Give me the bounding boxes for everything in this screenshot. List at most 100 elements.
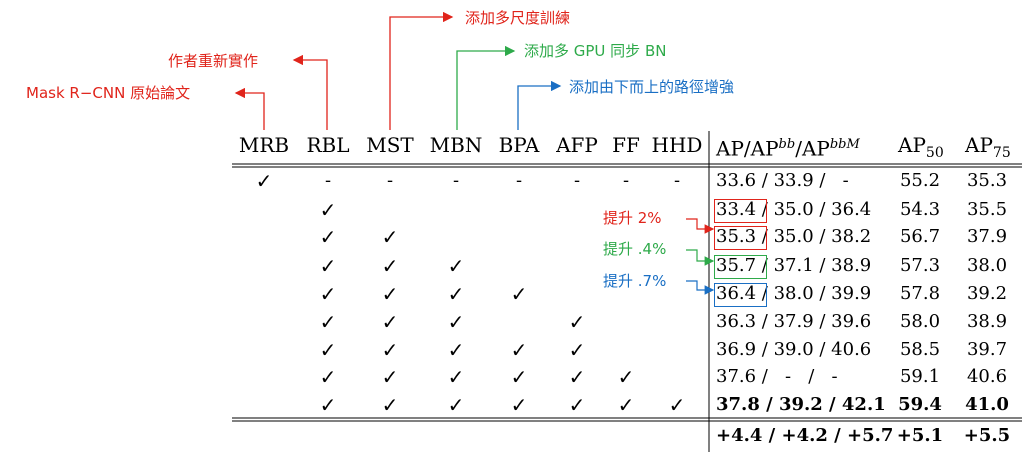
- ap75-cell: 39.2: [966, 283, 1008, 304]
- highlight-box-blue: [714, 283, 767, 307]
- ap75-cell: 35.3: [966, 170, 1008, 191]
- check-mark: ✓: [447, 393, 465, 417]
- ap50-cell: 54.3: [899, 199, 941, 220]
- check-mark: ✓: [447, 254, 465, 278]
- ap-cell: 33.6 / 33.9 / -: [716, 170, 886, 192]
- check-mark: ✓: [381, 393, 399, 417]
- check-mark: ✓: [447, 310, 465, 334]
- ap-cell: 35.7 / 37.1 / 38.9: [716, 255, 886, 277]
- ap-bb-values: / 33.9 / -: [756, 170, 849, 191]
- header-mst: MST: [366, 133, 414, 157]
- header-ff: FF: [612, 133, 640, 157]
- ap50-cell: 59.1: [899, 366, 941, 387]
- check-mark: ✓: [510, 282, 528, 306]
- header-rbl: RBL: [306, 133, 350, 157]
- gain-label-red: 提升 2%: [603, 209, 662, 227]
- mst-annotation: 添加多尺度訓練: [465, 9, 571, 27]
- dash-cell: -: [324, 170, 332, 191]
- header-ap75: AP75: [965, 133, 1011, 161]
- ap-value: 33.6: [716, 170, 757, 191]
- check-mark: ✓: [568, 365, 586, 389]
- ap-value: 33.4: [716, 199, 757, 220]
- ap-cell: 36.3 / 37.9 / 39.6: [716, 311, 886, 333]
- ap-value: 36.3: [716, 311, 757, 332]
- ap-cell: 36.4 / 38.0 / 39.9: [716, 283, 886, 305]
- ap-bb-values: / 39.0 / 40.6: [756, 339, 872, 360]
- ap-value: 37.8: [716, 394, 760, 415]
- ap50-cell: 57.8: [899, 283, 941, 304]
- check-mark: ✓: [319, 198, 337, 222]
- check-mark: ✓: [617, 393, 635, 417]
- header-ap50: AP50: [898, 133, 944, 161]
- header-ap: AP/APbb/APbbM: [716, 136, 860, 161]
- ap75-cell: 37.9: [966, 226, 1008, 247]
- ap50-cell: 56.7: [899, 226, 941, 247]
- check-mark: ✓: [381, 310, 399, 334]
- ap-value: 37.6: [716, 366, 757, 387]
- ap50-cell: 55.2: [899, 170, 941, 191]
- ap-cell: 37.6 / - / -: [716, 366, 886, 388]
- gain-label-blue: 提升 .7%: [603, 272, 667, 290]
- ap-value: 36.9: [716, 339, 757, 360]
- check-mark: ✓: [319, 365, 337, 389]
- header-hhd: HHD: [651, 133, 703, 157]
- ap-bb-values: / 37.9 / 39.6: [756, 311, 872, 332]
- check-mark: ✓: [319, 225, 337, 249]
- ap50-cell: 58.5: [899, 339, 941, 360]
- check-mark: ✓: [568, 338, 586, 362]
- check-mark: ✓: [319, 254, 337, 278]
- mrb-annotation: Mask R−CNN 原始論文: [26, 84, 191, 102]
- ap-cell: 37.8 / 39.2 / 42.1: [716, 394, 886, 416]
- ap75-cell: 38.0: [966, 255, 1008, 276]
- ap-cell: 36.9 / 39.0 / 40.6: [716, 339, 886, 361]
- ap75-cell: 39.7: [966, 339, 1008, 360]
- check-mark: ✓: [510, 393, 528, 417]
- ap-bb-values: / 37.1 / 38.9: [756, 255, 872, 276]
- check-mark: ✓: [447, 338, 465, 362]
- summary-ap75: +5.5: [963, 425, 1011, 446]
- check-mark: ✓: [568, 393, 586, 417]
- ap-bb-values: / 39.2 / 42.1: [759, 394, 886, 415]
- check-mark: ✓: [447, 282, 465, 306]
- dash-cell: -: [515, 170, 523, 191]
- ap-bb-values: / 35.0 / 38.2: [756, 226, 872, 247]
- check-mark: ✓: [255, 169, 273, 193]
- highlight-box-red: [714, 199, 767, 223]
- dash-cell: -: [673, 170, 681, 191]
- summary-ap: +4.4 / +4.2 / +5.7: [716, 425, 894, 446]
- check-mark: ✓: [381, 254, 399, 278]
- ap75-cell: 40.6: [966, 366, 1008, 387]
- highlight-box-green: [714, 255, 767, 279]
- dash-cell: -: [622, 170, 630, 191]
- check-mark: ✓: [510, 338, 528, 362]
- check-mark: ✓: [381, 225, 399, 249]
- check-mark: ✓: [510, 365, 528, 389]
- check-mark: ✓: [668, 393, 686, 417]
- ap-bb-values: / - / -: [756, 366, 838, 387]
- ap-value: 36.4: [716, 283, 757, 304]
- check-mark: ✓: [381, 338, 399, 362]
- check-mark: ✓: [319, 310, 337, 334]
- ap75-cell: 41.0: [965, 394, 1009, 415]
- dash-cell: -: [573, 170, 581, 191]
- check-mark: ✓: [381, 282, 399, 306]
- ap-value: 35.7: [716, 255, 757, 276]
- check-mark: ✓: [319, 393, 337, 417]
- gain-label-green: 提升 .4%: [603, 240, 667, 258]
- dash-cell: -: [452, 170, 460, 191]
- check-mark: ✓: [568, 310, 586, 334]
- highlight-box-red-2: [714, 226, 767, 250]
- check-mark: ✓: [319, 282, 337, 306]
- bpa-annotation: 添加由下而上的路徑增強: [569, 78, 735, 96]
- ap-cell: 35.3 / 35.0 / 38.2: [716, 226, 886, 248]
- ap50-cell: 59.4: [898, 394, 942, 415]
- header-bpa: BPA: [498, 133, 540, 157]
- header-mrb: MRB: [238, 133, 290, 157]
- ap-bb-values: / 35.0 / 36.4: [756, 199, 872, 220]
- check-mark: ✓: [319, 338, 337, 362]
- check-mark: ✓: [447, 365, 465, 389]
- ap-cell: 33.4 / 35.0 / 36.4: [716, 199, 886, 221]
- mbn-annotation: 添加多 GPU 同步 BN: [524, 42, 667, 60]
- dash-cell: -: [386, 170, 394, 191]
- rbl-annotation: 作者重新實作: [168, 52, 259, 70]
